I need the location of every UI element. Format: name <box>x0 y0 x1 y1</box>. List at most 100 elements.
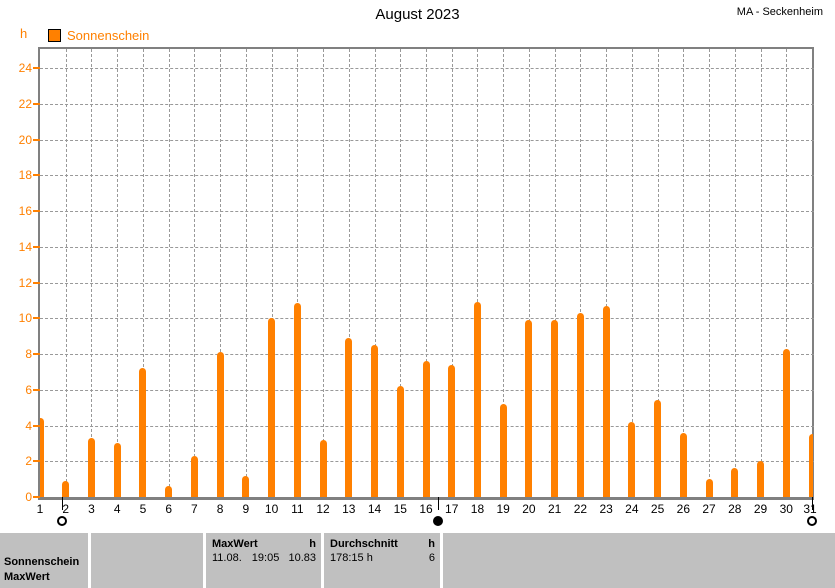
bar-day-28 <box>731 468 739 497</box>
h-gridline <box>40 246 814 248</box>
v-gridline <box>477 49 479 497</box>
legend-swatch-icon <box>48 29 61 42</box>
x-tick-label: 4 <box>113 502 121 516</box>
durchschnitt-header: Durchschnitt <box>330 538 398 550</box>
h-gridline <box>40 68 814 69</box>
new-moon-icon <box>432 516 443 526</box>
h-gridline <box>40 103 814 105</box>
moon-marker-tick <box>437 497 439 510</box>
h-gridline <box>40 282 814 284</box>
bar-day-6 <box>165 486 173 497</box>
bar-day-11 <box>293 303 301 497</box>
bar-day-24 <box>628 421 636 497</box>
x-tick-label: 6 <box>165 502 172 516</box>
bar-day-15 <box>396 386 404 497</box>
v-gridline <box>323 49 325 497</box>
v-gridline <box>683 49 685 497</box>
y-tick <box>33 460 40 463</box>
v-gridline <box>142 49 144 497</box>
y-tick <box>33 317 40 320</box>
h-gridline <box>40 318 814 320</box>
y-tick <box>33 138 40 141</box>
y-tick <box>33 281 40 284</box>
x-tick-label: 8 <box>216 502 224 516</box>
bar-day-17 <box>448 364 456 497</box>
bar-day-21 <box>551 320 559 497</box>
bar-day-7 <box>190 455 198 497</box>
x-tick-label: 31 <box>803 502 817 516</box>
legend: Sonnenschein <box>48 28 149 43</box>
v-gridline <box>271 49 273 497</box>
bar-day-27 <box>705 479 713 497</box>
y-tick-label: 16 <box>18 204 32 218</box>
y-axis-unit-label: h <box>20 26 28 41</box>
bar-day-26 <box>679 432 687 497</box>
bar-day-13 <box>345 337 353 497</box>
x-tick-label: 29 <box>753 502 768 516</box>
bar-day-5 <box>139 368 147 497</box>
bar-day-4 <box>113 443 121 497</box>
x-tick-label: 20 <box>522 502 536 516</box>
v-gridline <box>168 49 170 497</box>
x-axis-line <box>38 497 814 500</box>
plot-frame <box>38 47 814 497</box>
x-tick-label: 7 <box>191 502 198 516</box>
x-tick-label: 9 <box>242 502 250 516</box>
v-gridline <box>374 49 376 497</box>
y-tick <box>33 102 40 105</box>
v-gridline <box>503 49 505 497</box>
y-tick <box>33 388 40 391</box>
v-gridline <box>194 49 196 497</box>
bar-day-25 <box>654 400 662 497</box>
x-tick-label: 19 <box>496 502 510 516</box>
bar-day-30 <box>782 348 790 497</box>
y-tick <box>33 424 40 427</box>
durchschnitt-value: 178:15 h <box>330 552 373 564</box>
v-gridline <box>554 49 556 497</box>
chart-title: August 2023 <box>375 6 460 23</box>
v-gridline <box>297 49 299 497</box>
v-gridline <box>400 49 402 497</box>
maxwert-date: 11.08. <box>212 552 242 564</box>
v-gridline <box>580 49 582 497</box>
y-tick <box>33 67 40 69</box>
y-tick-label: 14 <box>18 239 32 254</box>
x-tick-label: 25 <box>650 502 665 516</box>
v-gridline <box>734 49 736 497</box>
x-tick-label: 13 <box>342 502 356 516</box>
stats-series-cell: Sonnenschein MaxWert <box>0 533 88 588</box>
y-tick <box>33 353 40 355</box>
y-tick-label: 6 <box>25 382 32 397</box>
bar-day-8 <box>216 352 224 497</box>
y-tick-label: 18 <box>18 168 32 183</box>
v-gridline <box>709 49 711 497</box>
h-gridline <box>40 211 814 212</box>
y-tick-label: 8 <box>25 347 32 361</box>
stats-series-line1: Sonnenschein <box>4 556 80 568</box>
h-gridline <box>40 139 814 141</box>
x-tick-label: 30 <box>779 502 793 516</box>
stats-durchschnitt-cell: Durchschnitt h 178:15 h 6 <box>324 533 440 588</box>
v-gridline <box>760 49 762 497</box>
stats-empty-cell-2 <box>443 533 835 588</box>
x-tick-label: 17 <box>445 502 459 516</box>
y-tick-label: 4 <box>25 418 32 433</box>
v-gridline <box>657 49 659 497</box>
x-tick-label: 26 <box>676 502 690 516</box>
x-tick-label: 11 <box>291 502 304 516</box>
full-moon-icon <box>807 516 817 526</box>
x-tick-label: 22 <box>573 502 588 516</box>
y-tick-label: 2 <box>25 454 32 469</box>
bar-day-3 <box>87 438 95 497</box>
bar-day-23 <box>602 305 610 497</box>
stats-empty-cell-1 <box>91 533 203 588</box>
y-tick-label: 0 <box>25 490 32 504</box>
y-tick-label: 12 <box>18 275 32 290</box>
bar-day-9 <box>242 475 250 497</box>
full-moon-icon <box>56 516 67 526</box>
bar-day-31 <box>808 434 813 497</box>
y-tick <box>33 210 40 212</box>
stats-maxwert-cell: MaxWert h 11.08. 19:05 10.83 <box>206 533 321 588</box>
v-gridline <box>65 49 67 497</box>
x-tick-label: 21 <box>547 502 562 516</box>
